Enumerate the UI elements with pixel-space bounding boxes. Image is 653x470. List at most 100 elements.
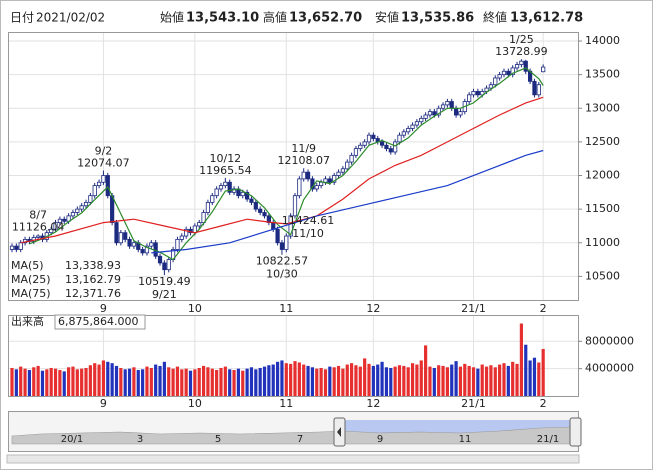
navigator-handle[interactable]	[569, 417, 582, 447]
volume-bar	[406, 367, 410, 396]
candle-body	[253, 202, 258, 210]
volume-bar	[19, 366, 23, 396]
navigator-label: 9	[377, 434, 383, 445]
volume-bar	[53, 368, 58, 396]
candle-body	[114, 222, 119, 244]
volume-bar	[350, 363, 354, 396]
candle-body	[514, 64, 520, 69]
candle-body	[353, 148, 359, 156]
candle-body	[536, 84, 541, 96]
candle-body	[9, 245, 15, 250]
candle-body	[467, 94, 472, 102]
volume-bar	[519, 323, 523, 396]
candle-body	[36, 235, 41, 238]
header-label: 安値	[375, 10, 399, 25]
candle-body	[75, 208, 80, 213]
volume-name: 出来高	[11, 314, 44, 328]
annotation-date: 9/21	[152, 288, 177, 301]
volume-bar	[463, 363, 467, 396]
candle-body	[101, 175, 106, 183]
annotation-date: 9/2	[95, 145, 113, 158]
volume-bar	[27, 370, 32, 396]
candle-body	[340, 168, 345, 173]
candle-body	[144, 245, 150, 254]
volume-bar	[171, 368, 175, 396]
x-tick-label: 11	[279, 397, 293, 410]
volume-bar	[515, 363, 519, 396]
volume-bar	[293, 361, 297, 396]
candle-body	[301, 171, 306, 180]
candle-body	[406, 128, 411, 133]
candle-body	[205, 202, 211, 213]
candle-body	[249, 198, 254, 203]
volume-bar	[23, 368, 27, 396]
candle-body	[432, 111, 437, 116]
volume-bar	[354, 365, 358, 396]
volume-bar	[393, 366, 397, 396]
navigator-label: 5	[215, 434, 221, 445]
header-value: 13,612.78	[510, 11, 583, 26]
volume-bar	[84, 367, 88, 396]
volume-bar	[389, 367, 393, 396]
candle-body	[401, 131, 406, 136]
volume-bar	[162, 361, 166, 396]
header-value: 13,652.70	[289, 11, 362, 26]
volume-bar	[323, 369, 328, 396]
y-tick-label: 14000	[585, 34, 620, 47]
header-label: 終値	[483, 10, 507, 25]
volume-bar	[280, 360, 284, 396]
volume-bar	[110, 363, 114, 396]
volume-bar	[175, 366, 180, 396]
header-value: 13,535.86	[401, 11, 474, 26]
candle-body	[384, 144, 389, 150]
volume-bar	[223, 366, 227, 396]
volume-bar	[119, 367, 123, 396]
date-label: 日付	[10, 11, 34, 25]
volume-bar	[275, 361, 280, 396]
candle-body	[245, 191, 250, 200]
candle-body	[449, 101, 454, 109]
volume-bar	[49, 367, 53, 396]
ma-line	[20, 96, 544, 244]
volume-bar	[415, 364, 419, 396]
volume-bar	[511, 361, 515, 396]
annotation-value: 11126.04	[12, 220, 65, 233]
candle-body	[223, 181, 228, 187]
annotation-date: 8/7	[29, 208, 47, 221]
volume-bar	[445, 367, 449, 396]
volume-bar	[206, 367, 210, 396]
candle-body	[480, 91, 485, 96]
volume-bar	[341, 368, 345, 396]
volume-bar	[284, 363, 288, 396]
annotation-value: 11965.54	[199, 164, 252, 177]
volume-bar	[441, 365, 445, 396]
volume-bar	[136, 370, 140, 396]
candle-body	[427, 111, 433, 116]
volume-bar	[132, 367, 136, 396]
volume-bar	[93, 363, 97, 396]
volume-bar	[67, 367, 71, 396]
candle-body	[179, 235, 184, 240]
candle-body	[501, 70, 507, 76]
legend-name: MA(75)	[11, 287, 51, 300]
volume-bar	[371, 365, 375, 396]
x-tick-label: 21/1	[461, 397, 486, 410]
annotation-value: 11424.61	[282, 214, 335, 227]
volume-bar	[437, 365, 441, 396]
scrollbar[interactable]	[6, 454, 580, 464]
x-tick-label: 2	[540, 397, 547, 410]
volume-bar	[267, 365, 271, 396]
x-tick-label: 10	[188, 302, 202, 315]
candle-body	[162, 262, 167, 271]
volume-bar	[345, 364, 349, 396]
candle-body	[192, 225, 197, 234]
volume-bar	[467, 365, 471, 396]
ma-line	[151, 149, 544, 254]
candle-body	[92, 185, 97, 197]
candle-body	[388, 148, 393, 153]
volume-bar	[410, 363, 415, 396]
volume-bar	[149, 367, 153, 396]
y-tick-label: 11000	[585, 236, 620, 249]
volume-bar	[498, 364, 502, 396]
candle-body	[445, 101, 450, 106]
